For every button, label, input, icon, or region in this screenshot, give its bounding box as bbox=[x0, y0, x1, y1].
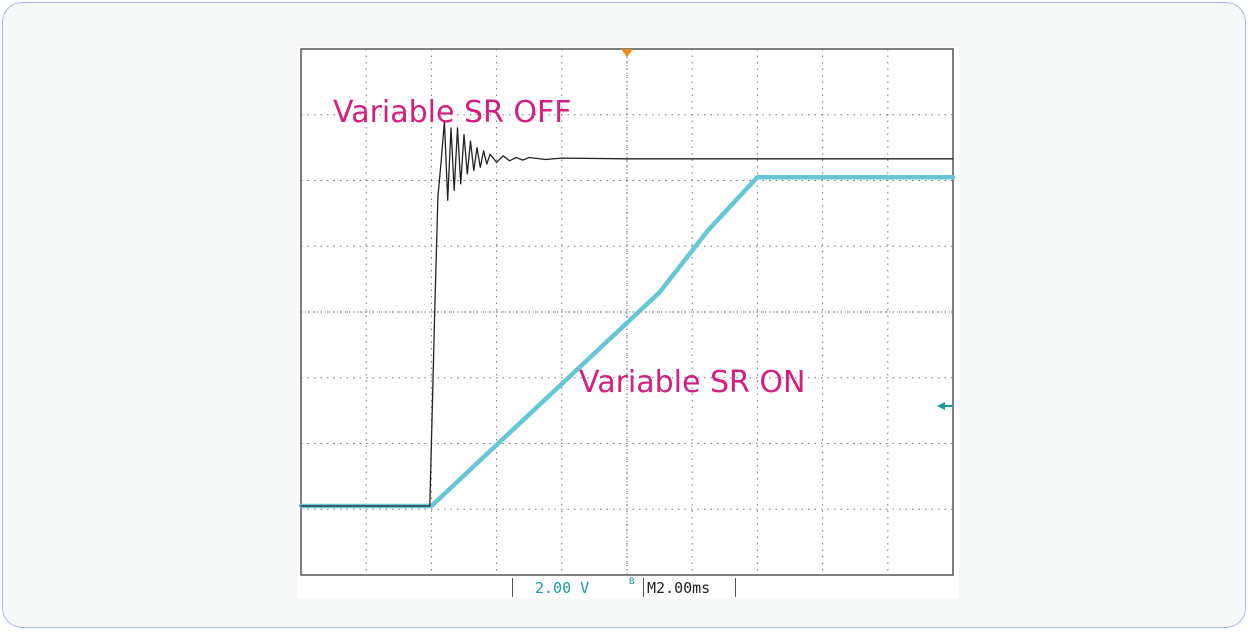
volts-per-div-label: 2.00 V bbox=[535, 579, 590, 597]
scope-status-bar: 2.00 V B M2.00ms bbox=[297, 577, 959, 599]
annotation-variable-sr-off: Variable SR OFF bbox=[333, 95, 572, 130]
channel-scale-box: 2.00 V B bbox=[512, 577, 644, 597]
time-per-div-label: 2.00ms bbox=[656, 579, 711, 597]
timebase-prefix: M bbox=[647, 579, 657, 597]
grid bbox=[301, 49, 953, 575]
traces bbox=[298, 120, 956, 509]
oscilloscope-display: Variable SR OFF Variable SR ON 2.00 V B … bbox=[297, 47, 959, 599]
annotation-variable-sr-on: Variable SR ON bbox=[579, 365, 806, 400]
bandwidth-limit-icon: B bbox=[629, 577, 635, 587]
trigger-position-marker bbox=[621, 49, 633, 57]
waveform-plot bbox=[298, 48, 956, 576]
timebase-box: M2.00ms bbox=[645, 578, 736, 597]
ground-level-arrow bbox=[937, 402, 953, 410]
trace-variable-sr-off bbox=[300, 120, 954, 507]
